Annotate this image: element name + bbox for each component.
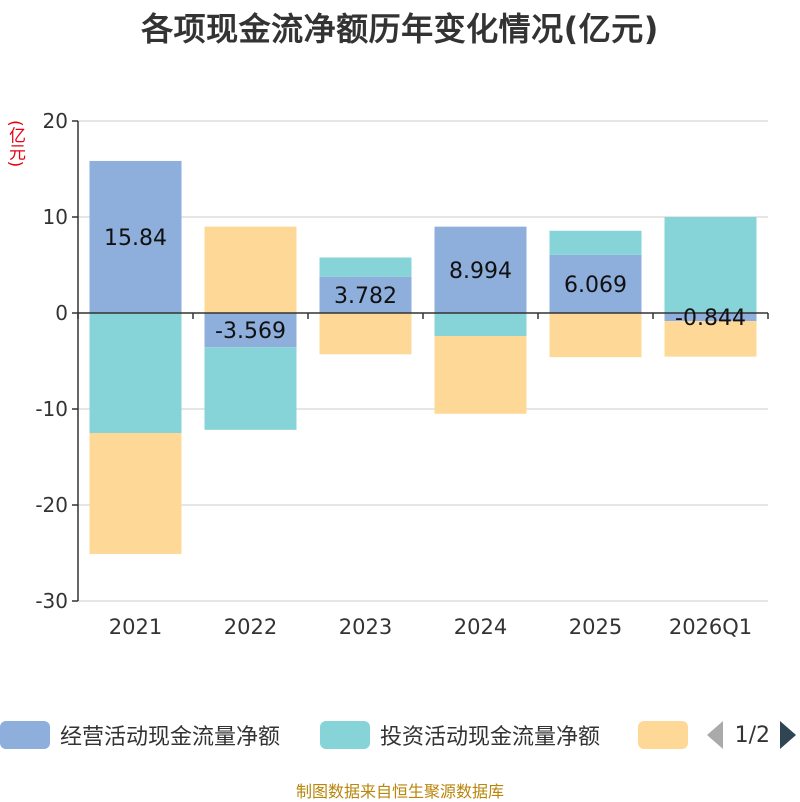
- bar-series1-2024: [434, 313, 527, 337]
- y-tick-label: -10: [35, 397, 68, 421]
- x-tick-label: 2021: [109, 615, 162, 639]
- legend-page-indicator: 1/2: [734, 722, 770, 748]
- legend-swatch-financing: [638, 721, 688, 749]
- data-label: 8.994: [449, 259, 512, 284]
- legend-next-page-icon[interactable]: [780, 721, 796, 749]
- bar-series2-2021: [89, 433, 182, 554]
- legend-item-financing[interactable]: [638, 713, 698, 757]
- y-tick-label: -30: [35, 589, 68, 613]
- bar-series1-2021: [89, 313, 182, 433]
- x-tick-label: 2026Q1: [669, 615, 752, 639]
- chart-canvas: -30 -20 -10 0 10 20 2021 2022 2023 2024 2025 2026Q…: [35, 109, 769, 639]
- legend-label-investing: 投资活动现金流量净额: [380, 725, 601, 750]
- legend-label-operating: 经营活动现金流量净额: [60, 725, 281, 750]
- y-tick-label: 10: [43, 205, 68, 229]
- bar-series2-2023: [319, 313, 412, 355]
- bar-series2-2026Q1: [664, 321, 757, 357]
- x-tick-label: 2022: [224, 615, 277, 639]
- bar-series1-2025: [549, 230, 642, 255]
- data-label: 15.84: [104, 226, 167, 251]
- x-tick-label: 2023: [339, 615, 392, 639]
- y-axis-unit-label: (亿元): [5, 120, 25, 168]
- y-tick-label: 0: [55, 301, 68, 325]
- data-label: 3.782: [334, 284, 397, 309]
- bar-series2-2025: [549, 313, 642, 358]
- bar-series0-2022: [204, 313, 297, 348]
- bar-series2-2024: [434, 336, 527, 414]
- bar-series0-2026Q1: [664, 313, 757, 322]
- y-tick-label: -20: [35, 493, 68, 517]
- legend-pager: 1/2: [706, 713, 800, 757]
- data-label: -3.569: [215, 319, 286, 344]
- bar-series0-2025: [549, 254, 642, 313]
- data-label: 6.069: [564, 273, 627, 298]
- y-tick-label: 20: [43, 109, 68, 133]
- bar-series1-2022: [204, 347, 297, 430]
- data-label: -0.844: [675, 306, 746, 331]
- bar-series0-2021: [89, 160, 182, 313]
- legend-swatch-operating: [0, 721, 50, 749]
- legend-prev-page-icon[interactable]: [706, 721, 723, 749]
- legend-swatch-investing: [320, 721, 370, 749]
- x-tick-label: 2025: [569, 615, 622, 639]
- legend: 经营活动现金流量净额 投资活动现金流量净额 1/2: [0, 713, 800, 757]
- x-tick-label: 2024: [454, 615, 507, 639]
- bar-series0-2023: [319, 276, 412, 313]
- chart-title: 各项现金流净额历年变化情况(亿元): [141, 10, 659, 48]
- legend-item-investing[interactable]: 投资活动现金流量净额: [320, 713, 600, 757]
- bar-series0-2024: [434, 226, 527, 313]
- bar-series1-2023: [319, 257, 412, 277]
- bar-series1-2026Q1: [664, 217, 757, 313]
- data-source-note: 制图数据来自恒生聚源数据库: [295, 782, 504, 801]
- bar-series2-2022: [204, 226, 297, 313]
- legend-item-operating[interactable]: 经营活动现金流量净额: [0, 713, 280, 757]
